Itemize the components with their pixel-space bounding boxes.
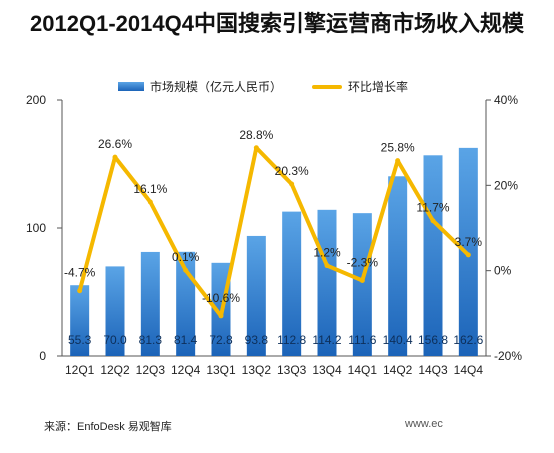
right-axis-tick-label: -20% xyxy=(494,349,522,363)
bar xyxy=(352,213,372,356)
bar xyxy=(423,155,443,356)
bar xyxy=(70,285,90,356)
growth-point xyxy=(218,313,224,319)
growth-label: 1.2% xyxy=(313,246,341,260)
right-axis-tick-label: 0% xyxy=(494,264,512,278)
footer-right-text: www.ec xyxy=(405,418,443,430)
growth-label: 0.1% xyxy=(172,250,200,264)
bar xyxy=(140,251,160,356)
bar-value-label: 140.4 xyxy=(383,333,413,347)
chart-title: 2012Q1-2014Q4中国搜索引擎运营商市场收入规模 xyxy=(30,11,524,36)
growth-point xyxy=(359,277,365,283)
bar xyxy=(388,176,408,356)
legend-bar: 市场规模（亿元人民币） xyxy=(118,78,282,95)
bar-value-label: 81.3 xyxy=(139,333,163,347)
x-axis-tick-label: 14Q1 xyxy=(348,363,378,377)
legend-line: 环比增长率 xyxy=(312,78,408,95)
bar-value-label: 93.8 xyxy=(245,333,269,347)
bar-value-label: 114.2 xyxy=(312,333,341,347)
growth-label: 28.8% xyxy=(239,128,273,142)
bar xyxy=(282,211,302,356)
left-axis-tick-label: 100 xyxy=(26,221,46,235)
growth-line xyxy=(77,145,471,318)
bar-value-label: 55.3 xyxy=(68,333,92,347)
bar-value-label: 162.6 xyxy=(453,333,483,347)
growth-label: 26.6% xyxy=(98,137,132,151)
source-note: 来源：EnfoDesk 易观智库 xyxy=(44,421,172,433)
growth-point xyxy=(112,154,118,160)
bar-value-label: 70.0 xyxy=(103,333,127,347)
x-axis-tick-label: 12Q4 xyxy=(171,363,201,377)
bar-value-label: 72.8 xyxy=(209,333,233,347)
growth-point xyxy=(289,181,295,187)
bar xyxy=(246,235,266,356)
growth-point xyxy=(430,218,436,224)
growth-point xyxy=(395,158,401,164)
growth-point xyxy=(465,252,471,258)
bar xyxy=(458,147,478,356)
x-axis-tick-label: 12Q3 xyxy=(136,363,166,377)
bar-value-label: 81.4 xyxy=(174,333,198,347)
bar-value-label: 156.8 xyxy=(418,333,448,347)
growth-label: 3.7% xyxy=(455,235,483,249)
growth-point xyxy=(324,263,330,269)
left-axis-tick-label: 200 xyxy=(26,93,46,107)
growth-label: 16.1% xyxy=(133,182,167,196)
legend-bar-swatch xyxy=(118,82,144,91)
x-axis-tick-label: 14Q4 xyxy=(454,363,484,377)
growth-label: -10.6% xyxy=(202,291,240,305)
bar xyxy=(105,266,125,356)
growth-label: 20.3% xyxy=(275,164,309,178)
x-axis-tick-label: 13Q1 xyxy=(206,363,236,377)
growth-label: -4.7% xyxy=(64,266,96,280)
left-axis-tick-label: 0 xyxy=(39,349,46,363)
x-axis-tick-label: 14Q2 xyxy=(383,363,413,377)
bar xyxy=(317,209,337,356)
growth-label: 11.7% xyxy=(416,201,449,215)
growth-point xyxy=(183,267,189,273)
legend-line-swatch xyxy=(312,84,342,89)
x-axis-tick-label: 13Q4 xyxy=(312,363,342,377)
bar-value-label: 112.8 xyxy=(277,333,306,347)
growth-point xyxy=(77,288,83,294)
growth-label: -2.3% xyxy=(347,255,379,269)
x-axis-tick-label: 13Q3 xyxy=(277,363,307,377)
growth-point xyxy=(147,199,153,205)
x-axis-tick-label: 12Q2 xyxy=(100,363,130,377)
x-axis-tick-label: 12Q1 xyxy=(65,363,95,377)
x-axis-tick-label: 13Q2 xyxy=(242,363,272,377)
growth-label: 25.8% xyxy=(381,141,415,155)
bar-value-label: 111.6 xyxy=(348,333,377,347)
right-axis-tick-label: 40% xyxy=(494,93,518,107)
growth-point xyxy=(253,145,259,151)
legend-bar-label: 市场规模（亿元人民币） xyxy=(150,80,283,94)
right-axis-tick-label: 20% xyxy=(494,178,518,192)
legend-line-label: 环比增长率 xyxy=(348,80,409,94)
x-axis-tick-label: 14Q3 xyxy=(418,363,448,377)
